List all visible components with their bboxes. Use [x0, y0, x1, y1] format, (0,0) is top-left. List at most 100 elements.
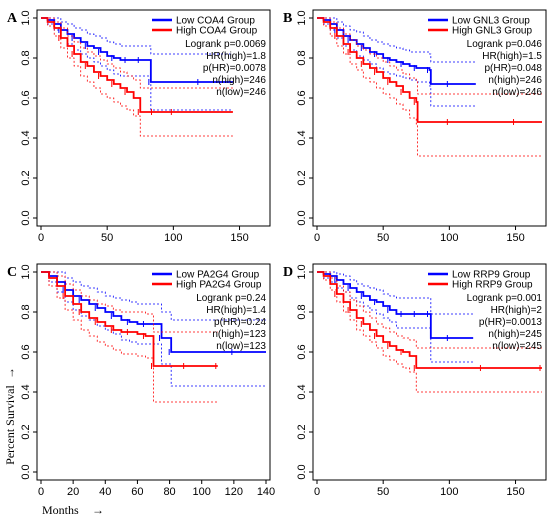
survival-line: [317, 17, 476, 85]
survival-line: [317, 271, 474, 339]
legend-label: Low PA2G4 Group: [176, 270, 260, 281]
stat-line: HR(high)=1.4: [206, 305, 266, 316]
y-tick-label: 0.4: [20, 384, 32, 399]
plot-frame: [312, 9, 547, 227]
plot-frame: [36, 263, 271, 481]
km-panel-d: D 0.0 0.2 0.4 0.6 0.8 1.0 0 50 100 150 Low RRP9 Gro…: [283, 263, 547, 498]
plot-frame: [312, 263, 547, 481]
y-tick-label: 0.6: [296, 90, 308, 105]
stat-line: HR(high)=2: [491, 305, 543, 316]
survival-line: [317, 271, 542, 369]
y-tick-label: 0.4: [20, 130, 32, 145]
ci-lower-line: [317, 271, 542, 393]
survival-line: [41, 17, 233, 113]
ci-upper-line: [317, 17, 476, 63]
y-tick-label: 0.6: [296, 344, 308, 359]
panel-letter: C: [7, 265, 17, 280]
ci-upper-line: [41, 271, 218, 333]
stat-line: HR(high)=1.5: [482, 51, 542, 62]
legend-label: Low RRP9 Group: [452, 270, 531, 281]
x-tick-label: 60: [131, 486, 143, 498]
x-tick-label: 50: [377, 232, 389, 244]
y-tick-label: 0.4: [296, 130, 308, 145]
y-tick-label: 0.2: [20, 170, 32, 185]
x-axis-arrow: →: [92, 503, 104, 517]
y-tick-label: 0.8: [20, 304, 32, 319]
x-tick-label: 150: [506, 486, 524, 498]
x-axis-title: Months: [42, 503, 79, 517]
x-tick-label: 0: [38, 486, 44, 498]
legend-label: High RRP9 Group: [452, 280, 533, 291]
y-tick-label: 0.0: [20, 464, 32, 479]
stat-line: n(low)=123: [216, 341, 266, 352]
km-panel-c: C 0.0 0.2 0.4 0.6 0.8 1.0 0 20 40 60 80 100 120 140 Low…: [7, 263, 275, 498]
x-tick-label: 100: [193, 486, 211, 498]
legend-label: Low COA4 Group: [176, 16, 255, 27]
ci-lower-line: [41, 271, 218, 403]
y-tick-label: 0.6: [20, 344, 32, 359]
ci-lower-line: [317, 271, 474, 363]
stat-line: HR(high)=1.8: [206, 51, 266, 62]
x-tick-label: 0: [38, 232, 44, 244]
x-tick-label: 100: [164, 232, 182, 244]
legend-label: High COA4 Group: [176, 26, 258, 37]
stat-line: Logrank p=0.24: [196, 293, 266, 304]
ci-upper-line: [41, 17, 233, 89]
panel-letter: B: [283, 11, 292, 26]
x-tick-label: 120: [225, 486, 243, 498]
stat-line: n(high)=246: [212, 75, 266, 86]
series-high: [317, 17, 542, 157]
x-tick-label: 0: [314, 232, 320, 244]
legend-label: High PA2G4 Group: [176, 280, 262, 291]
x-tick-label: 40: [99, 486, 111, 498]
stat-line: Logrank p=0.001: [467, 293, 543, 304]
km-panel-a: A 0.0 0.2 0.4 0.6 0.8 1.0 0 50 100 150 Low COA4 Gro…: [7, 9, 271, 244]
x-tick-label: 140: [257, 486, 275, 498]
x-tick-label: 150: [506, 232, 524, 244]
y-tick-label: 0.0: [296, 210, 308, 225]
stat-line: n(low)=246: [492, 87, 542, 98]
y-tick-label: 0.8: [296, 50, 308, 65]
stat-line: p(HR)=0.0013: [479, 317, 543, 328]
y-tick-label: 1.0: [296, 10, 308, 25]
y-axis-arrow: →: [3, 367, 17, 379]
ci-upper-line: [317, 271, 474, 315]
series-high: [41, 17, 233, 137]
stat-line: Logrank p=0.0069: [185, 39, 266, 50]
y-tick-label: 1.0: [296, 264, 308, 279]
y-tick-label: 0.6: [20, 90, 32, 105]
ci-upper-line: [41, 271, 266, 321]
survival-line: [317, 17, 542, 123]
series-low: [317, 17, 476, 107]
y-tick-label: 1.0: [20, 10, 32, 25]
series-low: [317, 271, 474, 363]
km-panel-b: B 0.0 0.2 0.4 0.6 0.8 1.0 0 50 100 150 Low GNL3 Gro…: [283, 9, 547, 244]
stat-line: n(low)=246: [216, 87, 266, 98]
y-tick-label: 0.4: [296, 384, 308, 399]
series-high: [41, 271, 218, 403]
y-axis-title: Percent Survival: [3, 385, 17, 465]
y-tick-label: 0.0: [20, 210, 32, 225]
x-tick-label: 100: [440, 486, 458, 498]
x-tick-label: 100: [440, 232, 458, 244]
stat-line: n(high)=246: [488, 75, 542, 86]
series-high: [317, 271, 542, 393]
ci-lower-line: [317, 17, 542, 157]
survival-line: [41, 271, 218, 367]
stat-line: n(high)=123: [212, 329, 266, 340]
legend-label: High GNL3 Group: [452, 26, 532, 37]
stat-line: Logrank p=0.046: [467, 39, 543, 50]
stat-line: p(HR)=0.048: [484, 63, 542, 74]
panel-letter: A: [7, 11, 18, 26]
x-tick-label: 50: [101, 232, 113, 244]
y-tick-label: 0.0: [296, 464, 308, 479]
ci-upper-line: [317, 271, 542, 349]
x-tick-label: 0: [314, 486, 320, 498]
y-tick-label: 1.0: [20, 264, 32, 279]
ci-lower-line: [41, 17, 233, 137]
x-tick-label: 80: [163, 486, 175, 498]
stat-line: n(high)=245: [488, 329, 542, 340]
stat-line: n(low)=245: [492, 341, 542, 352]
y-tick-label: 0.8: [296, 304, 308, 319]
